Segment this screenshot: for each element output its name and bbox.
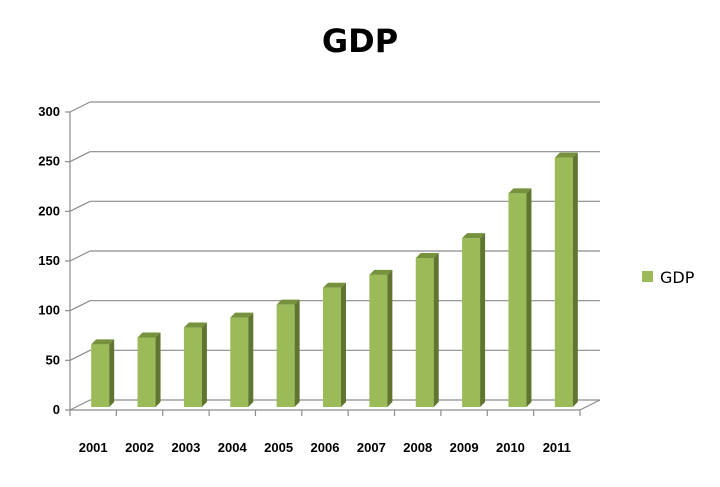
x-tick-label: 2001 [79, 440, 108, 455]
x-axis-ticks: 2001 2002 2003 2004 2005 2006 2007 2008 2009 2010… [69, 410, 581, 455]
floor-edge [579, 399, 601, 411]
bar-2003 [183, 322, 207, 407]
gridline-depth [69, 349, 91, 361]
x-tick-label: 2003 [171, 440, 200, 455]
bar-side [526, 188, 532, 407]
bar-front [554, 157, 573, 407]
bar-top [554, 152, 578, 158]
chart-title: GDP [321, 22, 399, 60]
bar-front [462, 238, 481, 407]
legend-label: GDP [660, 268, 695, 287]
gridline-depth [69, 300, 91, 312]
y-tick-label: 250 [38, 154, 60, 169]
x-tick-label: 2011 [543, 440, 571, 455]
y-tick-label: 150 [38, 253, 60, 268]
x-tick-label: 2008 [403, 440, 432, 455]
y-axis-ticks: 0 50 100 150 200 250 300 [38, 104, 60, 417]
bar-top [91, 339, 115, 345]
bar-side [433, 253, 439, 407]
bar-top [276, 299, 300, 305]
bar-front [137, 337, 156, 407]
bar-top [323, 282, 346, 288]
bar-front [323, 287, 341, 407]
bar-front [230, 317, 249, 407]
gridline-depth [69, 151, 91, 163]
bar-side [572, 152, 578, 407]
bar-side [248, 312, 254, 407]
gridline-depth [69, 200, 91, 212]
bar-2005 [276, 299, 300, 407]
y-tick-label: 200 [38, 203, 60, 218]
x-tick-label: 2006 [311, 440, 340, 455]
bar-2002 [137, 332, 161, 407]
y-tick-label: 300 [38, 104, 60, 119]
y-tick-label: 100 [38, 303, 60, 318]
legend: GDP [642, 268, 695, 287]
bar-side [294, 299, 300, 407]
bars [91, 152, 578, 407]
gridline-depth [69, 101, 91, 113]
y-tick-label: 50 [46, 352, 60, 367]
x-tick-label: 2004 [218, 440, 248, 455]
bar-front [276, 304, 295, 407]
bar-top [137, 332, 161, 338]
bar-top [369, 269, 393, 275]
bar-side [480, 233, 486, 407]
bar-top [415, 253, 439, 258]
bar-front [369, 274, 388, 407]
bar-2008 [415, 253, 439, 407]
gridline-depth [69, 399, 91, 411]
bar-top [230, 312, 254, 318]
bar-2007 [369, 269, 393, 407]
bar-top [508, 188, 532, 194]
legend-swatch [642, 271, 653, 282]
bar-top [183, 322, 207, 328]
bar-2011 [554, 152, 578, 407]
bar-2009 [462, 233, 486, 407]
bar-front [183, 327, 202, 407]
bar-2001 [91, 339, 115, 407]
bar-2006 [323, 282, 346, 407]
bar-side [201, 322, 207, 407]
bar-2004 [230, 312, 254, 407]
x-tick-label: 2002 [125, 440, 154, 455]
bar-2010 [508, 188, 532, 407]
x-tick-label: 2007 [357, 440, 386, 455]
bar-side [387, 269, 393, 407]
bar-front [415, 258, 434, 407]
y-tick-label: 0 [53, 402, 60, 417]
bar-front [508, 193, 527, 407]
bar-side [155, 332, 161, 407]
x-tick-label: 2005 [264, 440, 293, 455]
bar-side [341, 282, 346, 407]
bar-front [91, 344, 110, 407]
bar-top [462, 233, 486, 239]
x-tick-label: 2010 [496, 440, 525, 455]
x-tick-label: 2009 [450, 440, 479, 455]
bar-side [109, 339, 115, 407]
gridline-depth [69, 250, 91, 262]
